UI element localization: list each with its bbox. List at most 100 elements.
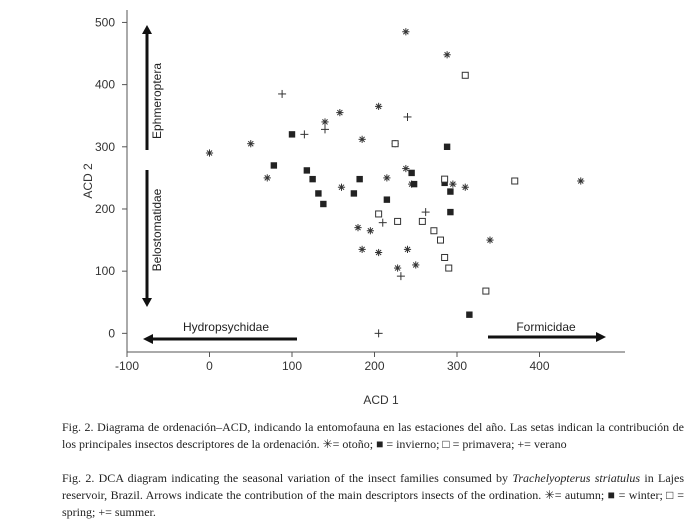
autumn-asterisk-point [461, 183, 469, 191]
autumn-asterisk-point [336, 109, 344, 117]
spring-square-point [375, 210, 383, 218]
autumn-asterisk-point [443, 51, 451, 59]
summer-plus-point [300, 130, 309, 139]
x-tick-label: 300 [447, 359, 467, 373]
caption-species-name: Trachelyopterus striatulus [512, 471, 641, 485]
belostomatidae-label: Belostomatidae [150, 188, 164, 271]
summer-plus-point [396, 272, 405, 281]
caption-spanish-text: Fig. 2. Diagrama de ordenación–ACD, indi… [62, 420, 684, 451]
winter-square-point [408, 169, 415, 177]
formicidae-label: Formicidae [516, 320, 576, 334]
winter-square-point [447, 188, 454, 195]
y-tick-label: 500 [95, 15, 115, 29]
asterisk-stroke [367, 227, 374, 234]
spring-square-point [441, 253, 449, 261]
autumn-asterisk-point [375, 248, 383, 257]
asterisk-stroke [402, 28, 409, 35]
summer-plus-point [403, 112, 412, 121]
winter-square-point [356, 175, 363, 183]
x-axis-label: ACD 1 [363, 393, 399, 407]
winter-square-point [350, 190, 358, 197]
autumn-asterisk-point [577, 177, 585, 185]
ephmeroptera-label: Ephmeroptera [150, 63, 164, 139]
x-tick-label: 0 [206, 359, 213, 373]
asterisk-stroke [264, 175, 271, 181]
belostomatidae-arrow-head [142, 298, 152, 307]
winter-square-point [303, 167, 311, 174]
autumn-asterisk-point [358, 245, 366, 253]
autumn-asterisk-point [402, 164, 410, 173]
ephmeroptera-arrow-head [142, 25, 152, 34]
autumn-asterisk-point [337, 183, 346, 191]
caption-english-tail: in Lajes reservoir, Brazil. Arrows indic… [62, 471, 685, 519]
asterisk-stroke [375, 249, 382, 256]
asterisk-stroke [355, 224, 361, 231]
spring-square-point [445, 264, 453, 272]
winter-square-point [320, 200, 327, 208]
autumn-asterisk-point [412, 261, 420, 269]
spring-square-point [437, 236, 444, 244]
y-tick-label: 400 [95, 78, 115, 92]
caption-spanish: Fig. 2. Diagrama de ordenación–ACD, indi… [62, 419, 684, 453]
y-tick-label: 300 [95, 140, 115, 154]
y-tick-label: 0 [108, 326, 115, 340]
summer-plus-point [374, 329, 383, 338]
winter-square-point [441, 179, 448, 187]
spring-square-point [441, 175, 449, 183]
winter-square-point [410, 180, 418, 188]
autumn-asterisk-point [394, 264, 402, 272]
asterisk-stroke [444, 51, 450, 58]
asterisk-stroke [338, 184, 345, 191]
spring-square-point [394, 217, 402, 225]
winter-square-point [447, 208, 454, 216]
winter-square-point [383, 196, 391, 203]
y-tick-label: 200 [95, 202, 115, 216]
spring-square-point [430, 227, 438, 235]
y-axis-label: ACD 2 [81, 163, 95, 199]
asterisk-stroke [404, 246, 411, 253]
asterisk-stroke [247, 140, 254, 147]
autumn-asterisk-point [321, 118, 329, 126]
x-tick-label: 100 [282, 359, 302, 373]
summer-plus-point [421, 208, 430, 217]
winter-square-point [309, 175, 316, 183]
autumn-asterisk-point [375, 102, 383, 110]
winter-square-point [466, 311, 473, 318]
autumn-asterisk-point [383, 174, 391, 182]
autumn-asterisk-point [263, 174, 271, 182]
asterisk-stroke [412, 262, 419, 268]
spring-square-point [482, 287, 490, 295]
winter-square-point [443, 143, 451, 150]
x-tick-label: -100 [115, 359, 139, 373]
asterisk-stroke [402, 165, 409, 172]
summer-plus-point [378, 218, 387, 227]
autumn-asterisk-point [366, 227, 374, 235]
winter-square-point [270, 162, 278, 169]
asterisk-stroke [359, 246, 365, 253]
asterisk-stroke [206, 150, 213, 156]
spring-square-point [461, 71, 469, 79]
summer-plus-point [321, 125, 329, 134]
dca-scatter-chart: -100 0 100 200 300 400 0 100 200 300 400 500 Ephmer… [81, 10, 625, 407]
asterisk-stroke [322, 119, 328, 125]
autumn-asterisk-point [486, 236, 494, 244]
spring-square-point [391, 140, 399, 148]
asterisk-stroke [384, 175, 390, 181]
caption-english-lead: Fig. 2. DCA diagram indicating the seaso… [62, 471, 513, 485]
autumn-asterisk-point [205, 149, 214, 157]
winter-square-point [288, 131, 296, 138]
asterisk-stroke [375, 103, 382, 110]
spring-square-point [418, 217, 426, 225]
summer-plus-point [278, 89, 287, 98]
autumn-asterisk-point [402, 28, 410, 36]
autumn-asterisk-point [403, 245, 412, 253]
asterisk-stroke [487, 237, 493, 243]
y-tick-label: 100 [95, 264, 115, 278]
caption-english: Fig. 2. DCA diagram indicating the seaso… [62, 470, 684, 521]
asterisk-stroke [577, 178, 584, 184]
asterisk-stroke [394, 265, 401, 271]
asterisk-stroke [336, 109, 343, 116]
caption-english-text: Fig. 2. DCA diagram indicating the seaso… [62, 470, 684, 521]
autumn-asterisk-point [449, 180, 457, 188]
plot-axes [126, 10, 625, 353]
